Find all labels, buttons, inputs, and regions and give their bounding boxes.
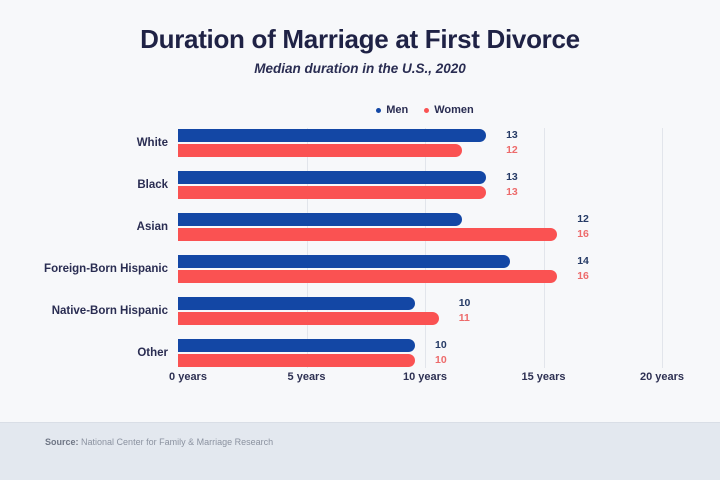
value-label-women: 16 (577, 227, 589, 240)
bar-women (178, 270, 558, 283)
category-label: White (136, 137, 168, 149)
legend-label: Women (434, 104, 474, 116)
category-label: Asian (136, 221, 168, 233)
bar-group: Foreign-Born Hispanic 14 16 (0, 255, 720, 283)
x-tick-label: 0 years (169, 371, 207, 383)
chart-subtitle: Median duration in the U.S., 2020 (254, 61, 466, 76)
value-label-men: 13 (506, 129, 518, 141)
value-label-men: 12 (577, 213, 589, 225)
gridline (306, 128, 308, 368)
bar-group: White 13 12 (0, 129, 720, 157)
x-tick-label: 15 years (521, 371, 566, 383)
bar-group: Black 13 13 (0, 171, 720, 199)
value-label-men: 13 (506, 171, 518, 183)
bar-men (178, 255, 510, 268)
bar-women (178, 354, 415, 367)
x-axis: 0 years 5 years 10 years 15 years 20 years (169, 371, 684, 387)
value-label-women: 13 (506, 185, 518, 198)
x-tick-label: 10 years (402, 371, 448, 383)
bar-pair: 13 12 (178, 129, 720, 157)
legend-dot-icon (376, 107, 382, 113)
legend: Men Women (188, 104, 662, 116)
bar-pair: 14 16 (178, 255, 720, 283)
value-label-men: 10 (458, 297, 471, 309)
bar-pair: 12 16 (178, 213, 720, 241)
category-label: Other (137, 347, 168, 359)
gridlines (188, 128, 663, 368)
category-label: Foreign-Born Hispanic (44, 263, 168, 275)
legend-item-women: Women (424, 104, 474, 116)
legend-label: Men (386, 104, 409, 116)
value-label-women: 11 (458, 311, 470, 324)
bar-men (178, 129, 487, 142)
source-text: Source: National Center for Family & Mar… (45, 437, 273, 447)
value-labels: 13 13 (506, 170, 518, 199)
bar-group: Other 10 10 (0, 339, 720, 367)
value-labels: 10 10 (435, 338, 447, 367)
bar-men (178, 213, 463, 226)
value-label-men: 14 (577, 255, 589, 267)
value-label-women: 16 (577, 269, 589, 282)
bar-pair: 13 13 (178, 171, 720, 199)
legend-item-men: Men (376, 104, 408, 116)
source-value: National Center for Family & Marriage Re… (81, 437, 274, 447)
bar-chart: White 13 12 Black 13 13 Asian 12 16 Foreign-Born … (0, 129, 720, 381)
bar-women (178, 312, 439, 325)
category-label: Black (137, 179, 168, 191)
footer: Source: National Center for Family & Mar… (0, 422, 720, 480)
bar-women (178, 144, 463, 157)
gridline (425, 128, 426, 368)
gridline (543, 128, 545, 368)
bar-men (178, 297, 415, 310)
bar-pair: 10 11 (178, 297, 720, 325)
gridline (662, 128, 663, 368)
bar-group: Asian 12 16 (0, 213, 720, 241)
bar-women (178, 228, 558, 241)
value-label-men: 10 (435, 339, 447, 351)
x-tick-label: 5 years (287, 371, 326, 383)
value-labels: 10 11 (459, 296, 471, 325)
value-labels: 14 16 (577, 254, 589, 283)
bar-women (178, 186, 487, 199)
value-labels: 12 16 (577, 212, 589, 241)
chart-title: Duration of Marriage at First Divorce (140, 24, 580, 54)
value-label-women: 12 (506, 143, 518, 156)
value-labels: 13 12 (506, 128, 518, 157)
category-label: Native-Born Hispanic (51, 305, 168, 317)
value-label-women: 10 (435, 353, 447, 366)
bar-group: Native-Born Hispanic 10 11 (0, 297, 720, 325)
source-label: Source: (45, 437, 79, 447)
legend-dot-icon (424, 107, 430, 113)
x-tick-label: 20 years (639, 371, 685, 383)
bar-pair: 10 10 (178, 339, 720, 367)
bar-men (178, 171, 487, 184)
bar-men (178, 339, 415, 352)
